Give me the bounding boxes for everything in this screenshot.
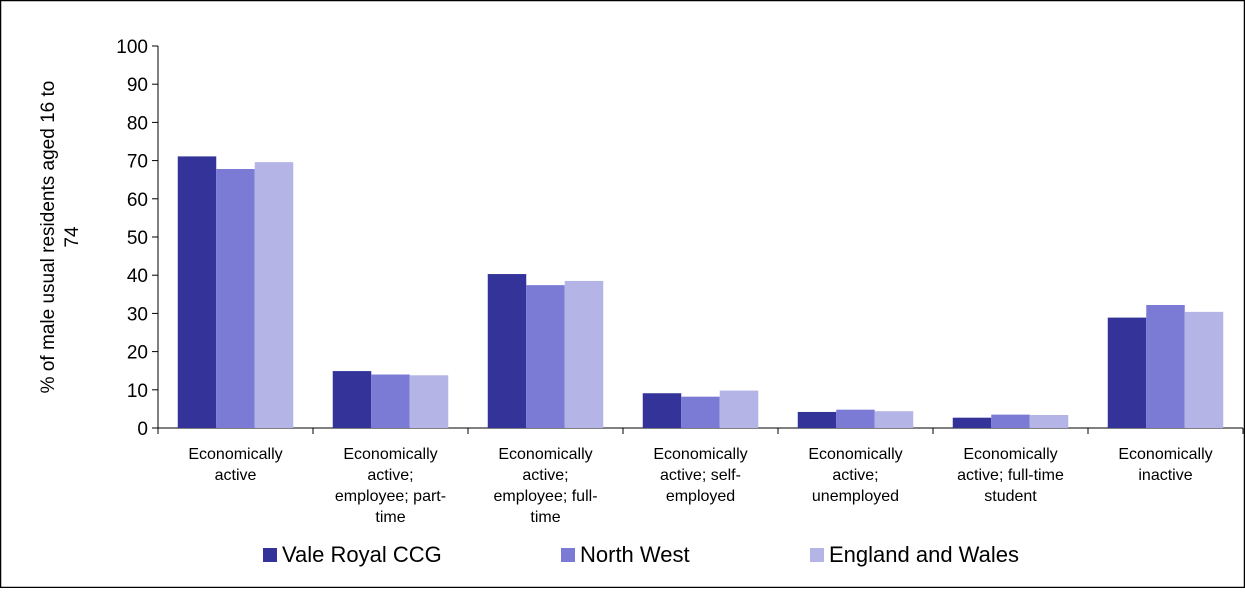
- x-tick-label-line: student: [984, 488, 1037, 505]
- legend-swatch: [810, 548, 824, 562]
- x-tick-label-line: employee; full-: [493, 488, 597, 505]
- x-tick-label-line: active; full-time: [957, 467, 1064, 484]
- y-tick-label: 100: [116, 37, 148, 58]
- bar: [526, 285, 565, 428]
- y-tick-label: 30: [127, 304, 148, 325]
- x-tick-label-line: unemployed: [812, 488, 899, 505]
- x-tick-label-line: active; self-: [660, 467, 741, 484]
- bar: [409, 375, 449, 428]
- x-tick-label-line: employed: [666, 488, 735, 505]
- x-tick-label-line: inactive: [1138, 467, 1192, 484]
- y-tick-label: 80: [127, 113, 148, 134]
- bar: [371, 374, 410, 428]
- bar: [254, 162, 294, 429]
- bar: [642, 393, 682, 428]
- y-tick-label: 40: [127, 266, 148, 287]
- bar: [797, 411, 837, 428]
- y-tick-label: 20: [127, 343, 148, 364]
- bar: [874, 411, 914, 428]
- bar: [216, 169, 255, 428]
- legend-swatch: [263, 548, 277, 562]
- x-tick-label-line: active;: [522, 467, 568, 484]
- bar: [1107, 317, 1147, 428]
- bar: [564, 280, 604, 428]
- bars: [177, 156, 1224, 429]
- x-tick-labels: Economically active Economically active; emp…: [188, 446, 1212, 526]
- x-tick-label-line: Economically: [963, 446, 1057, 463]
- x-tick-label-line: Economically: [653, 446, 747, 463]
- y-tick-label: 50: [127, 228, 148, 249]
- bar: [719, 390, 759, 428]
- bar: [1146, 304, 1185, 428]
- bar: [332, 371, 372, 428]
- x-tick-label-line: employee; part-: [335, 488, 446, 505]
- x-tick-label: Economically active; employee; part-time: [335, 446, 446, 526]
- legend-label: Vale Royal CCG: [282, 542, 442, 567]
- x-tick-label-line: Economically: [188, 446, 282, 463]
- x-tick-label-line: active;: [832, 467, 878, 484]
- y-tick-label: 90: [127, 75, 148, 96]
- y-tick-label: 0: [137, 419, 148, 440]
- x-tick-label: Economically active: [188, 446, 282, 484]
- x-tick-label: Economically active; unemployed: [808, 446, 902, 505]
- legend-label: England and Wales: [829, 542, 1019, 567]
- y-tick-label: 70: [127, 152, 148, 173]
- x-tick-label: Economically active; self-employed: [653, 446, 747, 505]
- bar: [177, 156, 217, 428]
- y-tick-label: 60: [127, 190, 148, 211]
- x-tick-label: Economically active; full-time student: [957, 446, 1064, 505]
- bar: [1029, 415, 1069, 428]
- y-axis-label-line: % of male usual residents aged 16 to: [38, 81, 59, 394]
- bar: [1184, 311, 1224, 428]
- x-tick-label: Economically active; employee; full-time: [493, 446, 597, 526]
- x-tick-label-line: time: [375, 509, 405, 526]
- bar: [681, 396, 720, 428]
- x-tick-label-line: Economically: [808, 446, 902, 463]
- x-tick-label-line: active;: [367, 467, 413, 484]
- y-axis-label: % of male usual residents aged 16 to 74: [38, 81, 83, 394]
- bar: [836, 409, 875, 428]
- x-tick-label-line: time: [530, 509, 560, 526]
- x-tick-label: Economically inactive: [1118, 446, 1212, 484]
- bar: [952, 417, 992, 428]
- x-tick-label-line: Economically: [498, 446, 592, 463]
- bar: [991, 414, 1030, 428]
- x-tick-label-line: Economically: [1118, 446, 1212, 463]
- legend-label: North West: [580, 542, 690, 567]
- x-tick-label-line: Economically: [343, 446, 437, 463]
- bar: [487, 274, 527, 428]
- legend: Vale Royal CCG North West England and Wale…: [263, 542, 1019, 567]
- y-axis-label-line: 74: [62, 226, 83, 248]
- y-tick-label: 10: [127, 381, 148, 402]
- legend-swatch: [561, 548, 575, 562]
- x-tick-label-line: active: [215, 467, 257, 484]
